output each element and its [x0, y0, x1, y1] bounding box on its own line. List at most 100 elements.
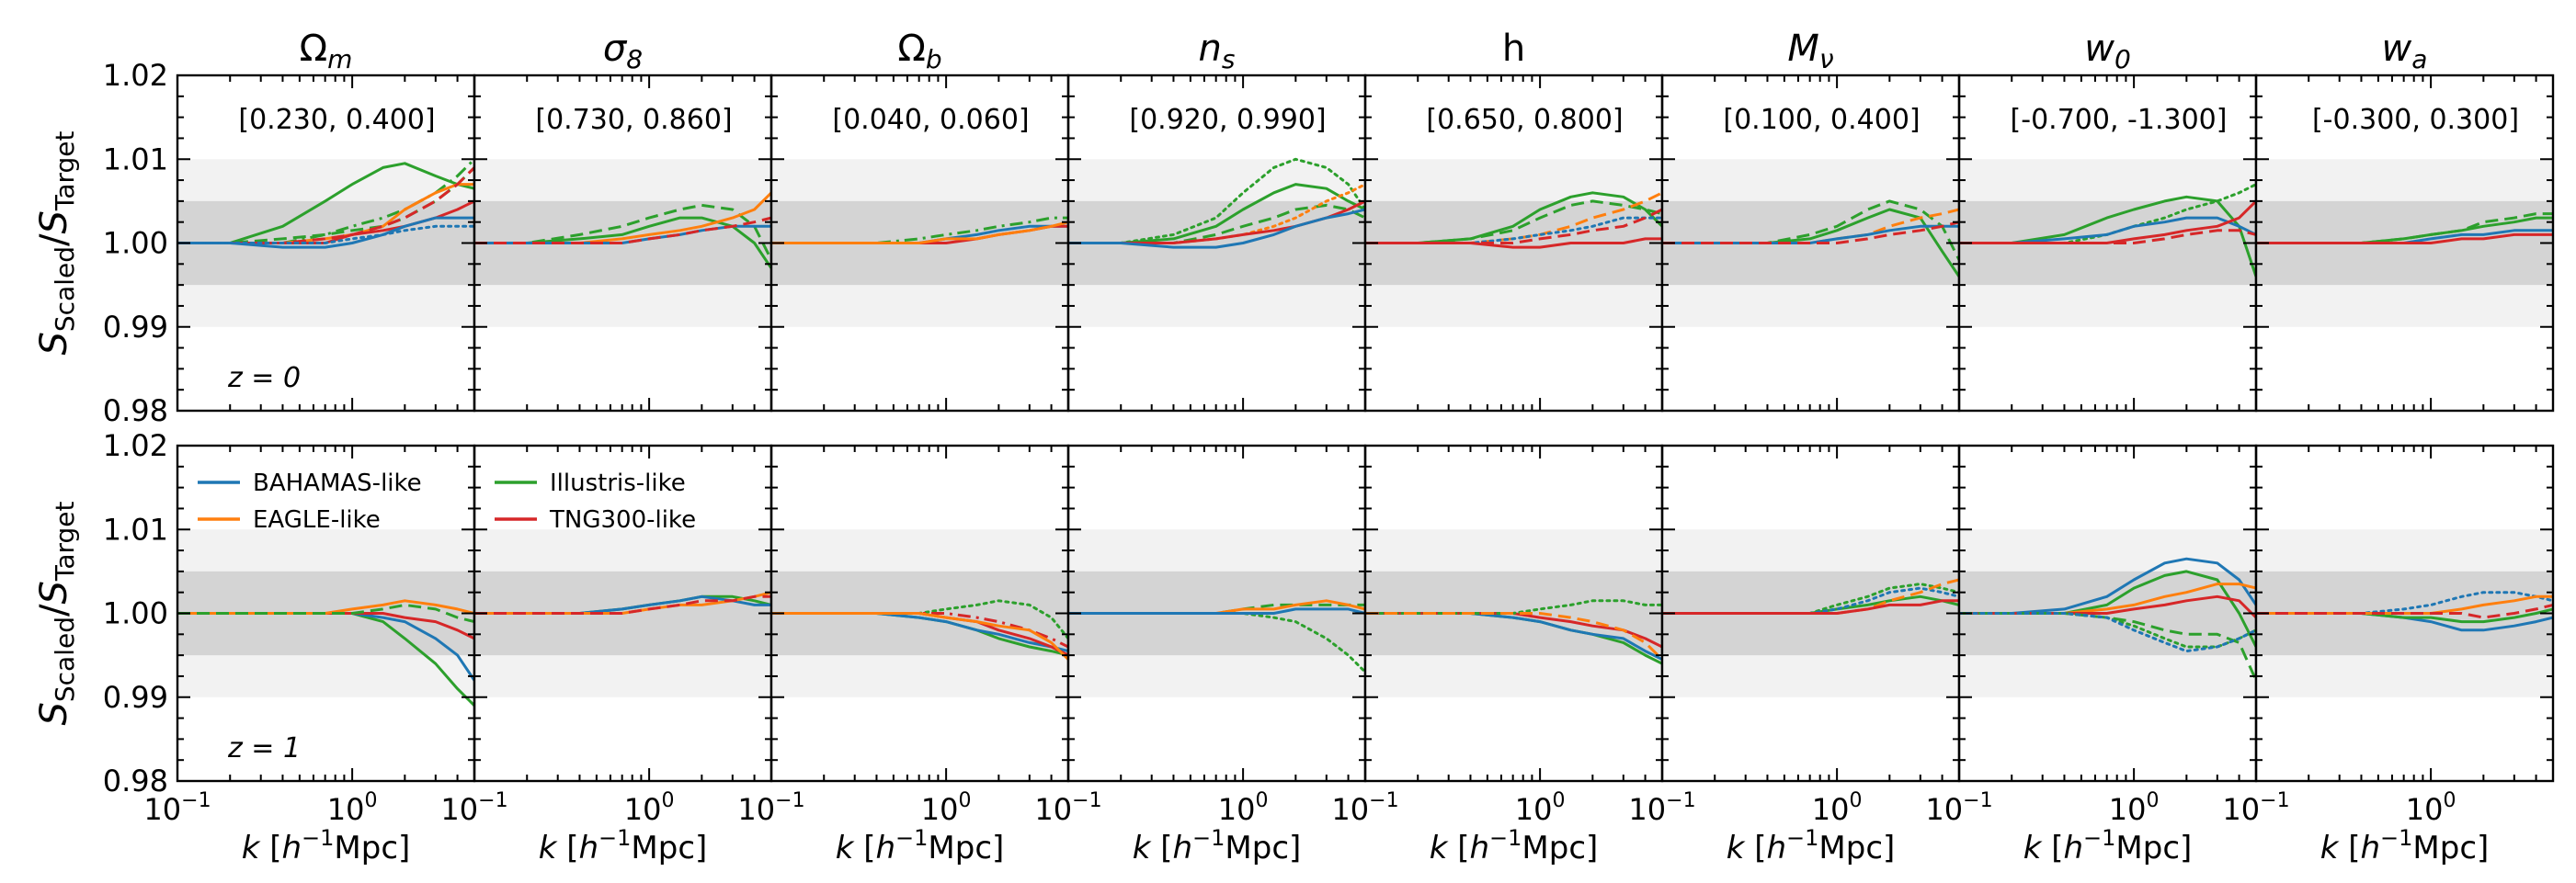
legend-entry: BAHAMAS-like — [198, 470, 422, 497]
series-line — [1068, 199, 1365, 244]
legend-entry: Illustris-like — [495, 470, 686, 497]
legend: BAHAMAS-like EAGLE-like Illustris-like TNG3… — [198, 470, 696, 534]
ticks — [1067, 445, 1366, 782]
x-tick-label: 100 — [2109, 789, 2160, 827]
x-axis-label: k [h−1Mpc] — [242, 825, 411, 866]
x-axis-label: k [h−1Mpc] — [836, 825, 1005, 866]
series-line — [1959, 183, 2256, 244]
parameter-range: [0.730, 0.860] — [535, 104, 732, 136]
ticks — [473, 445, 772, 782]
y-tick-label: 0.98 — [103, 393, 168, 428]
panel — [1660, 74, 1961, 413]
series-line — [1068, 157, 1365, 244]
panel — [2254, 444, 2555, 783]
series-line — [1068, 607, 1365, 615]
redshift-label: z = 1 — [227, 732, 301, 764]
column-title: Mν — [1787, 28, 1833, 74]
series-line — [1365, 612, 1662, 661]
series-line — [1365, 208, 1662, 244]
series-line — [771, 612, 1068, 649]
panel — [473, 74, 773, 413]
x-tick-label: 10−1 — [1925, 789, 1992, 827]
x-axis-label: k [h−1Mpc] — [539, 825, 708, 866]
x-tick-label: 10−1 — [143, 789, 211, 827]
y-tick-label: 1.00 — [103, 596, 168, 631]
series-group — [1959, 557, 2256, 682]
panel — [2254, 74, 2555, 413]
ticks — [1364, 74, 1663, 412]
x-axis-label: k [h−1Mpc] — [1133, 825, 1302, 866]
parameter-range: [-0.300, 0.300] — [2312, 104, 2519, 136]
column-title: σ8 — [603, 28, 643, 74]
series-line — [1959, 612, 2256, 682]
x-tick-label: 100 — [624, 789, 675, 827]
panel — [769, 444, 1070, 783]
column-title: h — [1502, 28, 1525, 70]
series-line — [1662, 221, 1959, 244]
series-group — [474, 591, 771, 615]
series-line — [771, 612, 1068, 661]
series-line — [177, 199, 474, 244]
y-tick-label: 1.01 — [103, 142, 168, 176]
series-line — [177, 216, 474, 249]
column-title: Ωm — [300, 28, 353, 74]
panel — [1066, 74, 1367, 413]
panel — [1957, 74, 2258, 413]
series-line — [474, 216, 771, 244]
series-line — [177, 158, 474, 244]
series-line — [1068, 612, 1365, 674]
series-line — [1959, 229, 2256, 244]
panel — [1363, 74, 1664, 413]
series-line — [474, 594, 771, 615]
x-axis-label: k [h−1Mpc] — [2320, 825, 2490, 866]
series-line — [1365, 216, 1662, 244]
series-group — [1365, 191, 1662, 249]
x-tick-label: 100 — [2406, 789, 2456, 827]
series-line — [1662, 599, 1959, 615]
series-line — [1959, 612, 2256, 653]
series-line — [771, 599, 1068, 640]
series-group — [1662, 199, 1959, 277]
series-group — [1365, 599, 1662, 665]
series-group — [177, 158, 474, 249]
series-line — [2256, 232, 2553, 244]
column-title: w0 — [2084, 28, 2131, 74]
x-tick-label: 10−1 — [737, 789, 804, 827]
x-tick-label: 100 — [1812, 789, 1863, 827]
series-group — [1068, 157, 1365, 249]
x-axis-label: k [h−1Mpc] — [1430, 825, 1599, 866]
panel — [473, 444, 773, 783]
series-group — [474, 191, 771, 269]
parameter-range: [0.920, 0.990] — [1129, 104, 1326, 136]
panel — [1660, 444, 1961, 783]
series-line — [2256, 603, 2553, 619]
y-tick-label: 0.98 — [103, 764, 168, 798]
series-group — [1959, 183, 2256, 277]
series-line — [1662, 583, 1959, 615]
series-line — [2256, 591, 2553, 615]
legend-entry: TNG300-like — [495, 506, 696, 534]
series-line — [474, 203, 771, 261]
parameter-range: [0.230, 0.400] — [238, 104, 435, 136]
x-axis-label: k [h−1Mpc] — [2023, 825, 2193, 866]
series-line — [1959, 195, 2256, 277]
parameter-range: [-0.700, -1.300] — [2011, 104, 2228, 136]
legend-label: EAGLE-like — [253, 506, 381, 534]
parameter-range: [0.040, 0.060] — [832, 104, 1029, 136]
x-tick-label: 10−1 — [440, 789, 507, 827]
y-tick-label: 1.02 — [103, 428, 168, 463]
x-tick-label: 100 — [921, 789, 972, 827]
series-group — [1662, 578, 1959, 615]
series-line — [1068, 183, 1365, 244]
y-axis-label: SScaled/STarget — [33, 501, 80, 725]
column-title: wa — [2382, 28, 2428, 74]
y-tick-label: 1.02 — [103, 58, 168, 93]
panel — [1957, 444, 2258, 783]
y-tick-label: 1.01 — [103, 512, 168, 547]
y-axis-label: SScaled/STarget — [33, 130, 80, 355]
series-group — [1068, 599, 1365, 674]
series-line — [177, 224, 474, 244]
series-line — [177, 603, 474, 624]
series-group — [2256, 591, 2553, 632]
